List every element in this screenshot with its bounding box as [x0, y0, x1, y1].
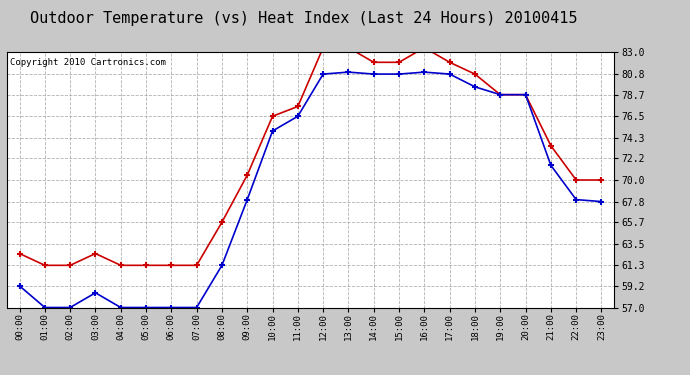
Text: Outdoor Temperature (vs) Heat Index (Last 24 Hours) 20100415: Outdoor Temperature (vs) Heat Index (Las…: [30, 11, 578, 26]
Text: Copyright 2010 Cartronics.com: Copyright 2010 Cartronics.com: [10, 58, 166, 67]
